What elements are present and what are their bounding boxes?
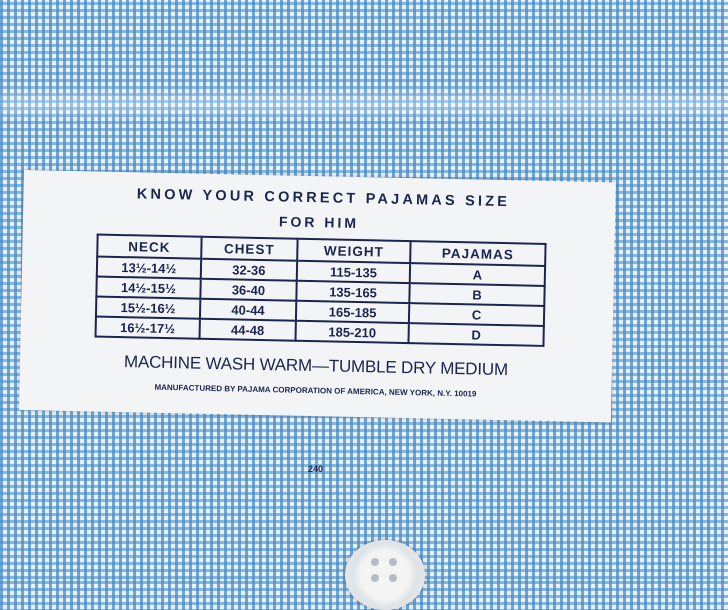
- cell: 16½-17½: [95, 316, 200, 339]
- shirt-button: [345, 540, 425, 610]
- size-label: KNOW YOUR CORRECT PAJAMAS SIZE FOR HIM N…: [18, 170, 616, 423]
- cell: 15½-16½: [95, 296, 201, 319]
- manufacturer-line: MANUFACTURED BY PAJAMA CORPORATION OF AM…: [154, 382, 477, 399]
- cell: 185-210: [295, 320, 409, 344]
- cell: 32-36: [200, 258, 298, 281]
- cell: 13½-14½: [96, 256, 201, 279]
- header-neck: NECK: [97, 234, 202, 259]
- care-instructions: MACHINE WASH WARM—TUMBLE DRY MEDIUM: [123, 352, 509, 380]
- header-chest: CHEST: [200, 236, 298, 261]
- cell: C: [408, 303, 545, 326]
- size-table: NECK CHEST WEIGHT PAJAMAS 13½-14½ 32-36 11…: [95, 234, 547, 347]
- button-hole: [389, 558, 397, 566]
- cell: 44-48: [199, 318, 296, 341]
- cell: D: [408, 323, 544, 346]
- button-hole: [389, 574, 397, 582]
- button-hole: [371, 574, 379, 582]
- cell: 40-44: [199, 298, 297, 321]
- button-hole: [371, 558, 379, 566]
- header-weight: WEIGHT: [297, 238, 411, 264]
- header-pajamas: PAJAMAS: [410, 241, 546, 266]
- fabric-number: 240: [308, 464, 324, 474]
- cell: 165-185: [295, 300, 410, 324]
- cell: 135-165: [296, 280, 410, 304]
- fabric-fold: [0, 95, 728, 113]
- cell: A: [409, 263, 546, 286]
- label-subtitle: FOR HIM: [278, 213, 360, 232]
- cell: 115-135: [296, 260, 411, 284]
- label-title: KNOW YOUR CORRECT PAJAMAS SIZE: [136, 186, 511, 211]
- cell: 36-40: [200, 278, 297, 301]
- cell: B: [409, 283, 545, 306]
- cell: 14½-15½: [96, 276, 201, 299]
